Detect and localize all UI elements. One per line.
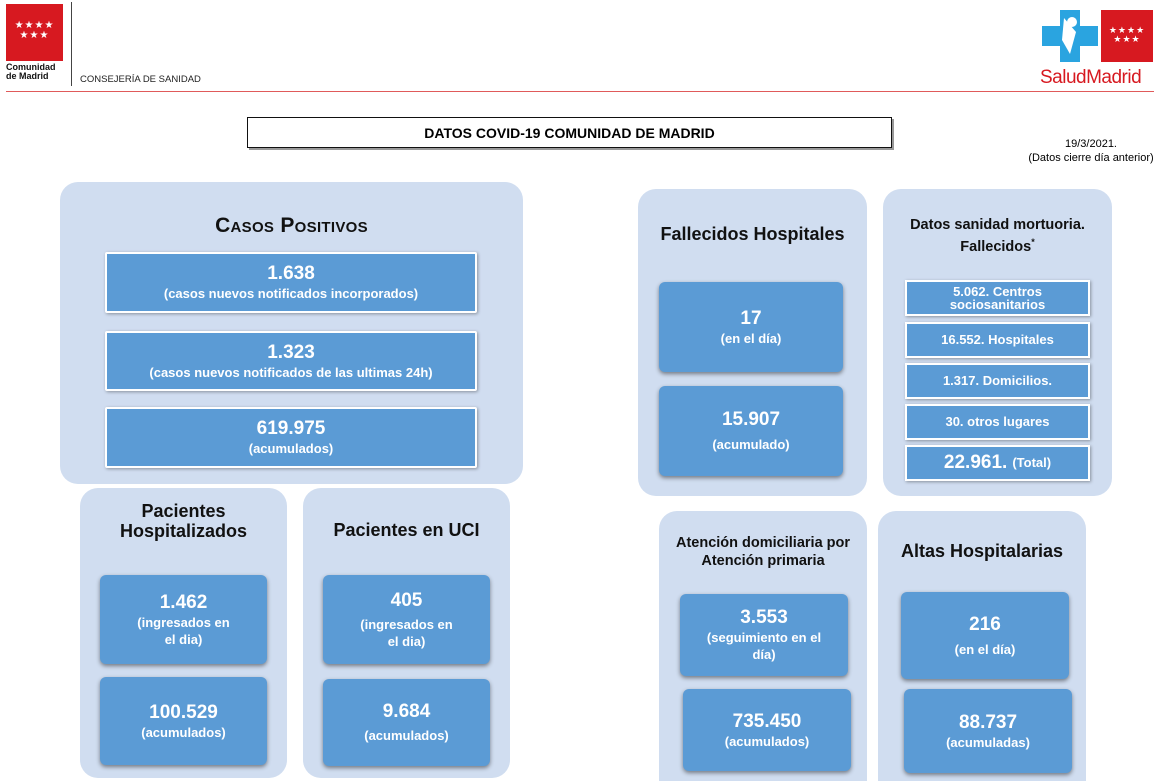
logo-text-line1: Comunidad xyxy=(6,62,56,72)
mortuoria-title-line2: Fallecidos* xyxy=(883,234,1112,256)
atencion-title-line2: Atención primaria xyxy=(701,553,825,569)
hospitalizados-acumulados-card: 100.529 (acumulados) xyxy=(100,677,267,765)
fallecidos-hospitales-title: Fallecidos Hospitales xyxy=(660,224,845,244)
total-item: 22.961. (Total) xyxy=(905,445,1090,481)
altas-dia-value: 216 xyxy=(969,613,1001,635)
salud-madrid-wordmark: SaludMadrid xyxy=(1040,67,1142,88)
uci-dia-label-line2: el dia) xyxy=(387,633,426,649)
mortuoria-title-fallecidos: Fallecidos xyxy=(960,238,1032,255)
altas-hospitalarias-panel: Altas Hospitalarias 216 (en el día) 88.7… xyxy=(878,511,1086,781)
total-value: 22.961. xyxy=(943,452,1008,473)
fallecidos-dia-value: 17 xyxy=(740,307,762,329)
hospitalizados-acumulados-value: 100.529 xyxy=(149,701,218,723)
fallecidos-dia-card: 17 (en el día) xyxy=(659,282,843,372)
seguimiento-value: 3.553 xyxy=(740,607,788,628)
altas-dia-card: 216 (en el día) xyxy=(901,592,1069,679)
uci-dia-card: 405 (ingresados en el dia) xyxy=(323,575,490,664)
casos-acumulados-label: (acumulados) xyxy=(248,441,334,456)
hospitales-item: 16.552. Hospitales xyxy=(905,322,1090,358)
casos-24h-value: 1.323 xyxy=(267,341,315,363)
seguimiento-label-line2: día) xyxy=(752,647,776,662)
uci-dia-value: 405 xyxy=(390,589,423,611)
altas-hospitalarias-title: Altas Hospitalarias xyxy=(900,541,1064,561)
fallecidos-acumulado-label: (acumulado) xyxy=(712,437,790,452)
hospitalizados-title-line2: Hospitalizados xyxy=(119,521,248,541)
casos-positivos-title: Casos Positivos xyxy=(215,214,368,237)
uci-acumulados-value: 9.684 xyxy=(382,701,431,722)
sanidad-mortuoria-panel: Datos sanidad mortuoria. Fallecidos* 5.0… xyxy=(883,189,1112,496)
header-divider xyxy=(71,2,72,86)
centros-sociosanitarios-item: 5.062. Centros sociosanitarios xyxy=(905,280,1090,316)
altas-acumuladas-label: (acumuladas) xyxy=(946,734,1030,750)
atencion-domiciliaria-title: Atención domiciliaria por Atención prima… xyxy=(659,534,867,570)
uci-acumulados-card: 9.684 (acumulados) xyxy=(323,679,490,766)
hospitalizados-dia-label-line2: el dia) xyxy=(164,631,203,647)
report-date: 19/3/2021. (Datos cierre día anterior) xyxy=(1020,137,1162,165)
fallecidos-dia-label: (en el día) xyxy=(720,330,782,346)
uci-panel: Pacientes en UCI 405 (ingresados en el d… xyxy=(303,488,510,778)
salud-madrid-flag-icon: ★★★★ ★★★ xyxy=(1101,10,1153,62)
atencion-acumulados-label: (acumulados) xyxy=(724,733,810,749)
altas-acumuladas-card: 88.737 (acumuladas) xyxy=(904,689,1072,773)
hospitalizados-dia-label-line1: (ingresados en xyxy=(137,614,230,630)
hospitalizados-title-line1: Pacientes xyxy=(141,501,226,521)
stars-icon: ★★★★ ★★★ xyxy=(1108,25,1146,44)
logo-text-line2: de Madrid xyxy=(6,71,49,81)
uci-title: Pacientes en UCI xyxy=(333,520,480,540)
otros-lugares-item: 30. otros lugares xyxy=(905,404,1090,440)
uci-acumulados-label: (acumulados) xyxy=(364,728,449,743)
domicilios-item: 1.317. Domicilios. xyxy=(905,363,1090,399)
hospitalizados-title: Pacientes Hospitalizados xyxy=(80,501,287,541)
total-label: (Total) xyxy=(1012,455,1052,470)
salud-madrid-cross-icon xyxy=(1042,10,1098,62)
fallecidos-hospitales-panel: Fallecidos Hospitales 17 (en el día) 15.… xyxy=(638,189,867,496)
hospitalizados-dia-value: 1.462 xyxy=(159,591,208,613)
seguimiento-card: 3.553 (seguimiento en el día) xyxy=(680,594,848,676)
department-name: CONSEJERÍA DE SANIDAD xyxy=(80,74,201,85)
header-rule xyxy=(6,91,1154,92)
casos-acumulados-value: 619.975 xyxy=(256,418,326,439)
casos-positivos-panel: Casos Positivos 1.638 (casos nuevos noti… xyxy=(60,182,523,484)
casos-nuevos-label: (casos nuevos notificados incorporados) xyxy=(163,286,419,301)
uci-dia-label-line1: (ingresados en xyxy=(360,616,453,632)
casos-24h-card: 1.323 (casos nuevos notificados de las u… xyxy=(105,331,477,391)
fallecidos-acumulado-value: 15.907 xyxy=(721,409,781,430)
report-title: DATOS COVID-19 COMUNIDAD DE MADRID xyxy=(247,117,892,148)
mortuoria-asterisk: * xyxy=(1031,237,1035,247)
fallecidos-acumulado-card: 15.907 (acumulado) xyxy=(659,386,843,476)
casos-acumulados-card: 619.975 (acumulados) xyxy=(105,407,477,468)
stars-icon: ★★★★ ★★★ xyxy=(14,20,55,41)
centros-line2: sociosanitarios xyxy=(949,297,1046,312)
atencion-domiciliaria-panel: Atención domiciliaria por Atención prima… xyxy=(659,511,867,781)
atencion-acumulados-value: 735.450 xyxy=(732,710,802,732)
hospitalizados-acumulados-label: (acumulados) xyxy=(141,724,226,740)
sanidad-mortuoria-title: Datos sanidad mortuoria. Fallecidos* xyxy=(883,217,1112,256)
comunidad-madrid-logo-text: Comunidad de Madrid xyxy=(6,63,56,81)
seguimiento-label-line1: (seguimiento en el xyxy=(706,630,822,645)
date-value: 19/3/2021. xyxy=(1065,138,1117,150)
hospitalizados-panel: Pacientes Hospitalizados 1.462 (ingresad… xyxy=(80,488,287,778)
atencion-title-line1: Atención domiciliaria por xyxy=(675,535,851,551)
mortuoria-title-line1: Datos sanidad mortuoria. xyxy=(910,217,1085,233)
casos-nuevos-notificados-card: 1.638 (casos nuevos notificados incorpor… xyxy=(105,252,477,313)
comunidad-madrid-flag-logo: ★★★★ ★★★ xyxy=(6,4,63,61)
centros-line1: 5.062. Centros xyxy=(953,284,1042,299)
casos-24h-label: (casos nuevos notificados de las ultimas… xyxy=(149,364,433,380)
date-note: (Datos cierre día anterior) xyxy=(1028,152,1154,164)
altas-acumuladas-value: 88.737 xyxy=(958,711,1018,733)
atencion-acumulados-card: 735.450 (acumulados) xyxy=(683,689,851,771)
casos-nuevos-value: 1.638 xyxy=(267,263,315,284)
altas-dia-label: (en el día) xyxy=(954,641,1016,657)
hospitalizados-dia-card: 1.462 (ingresados en el dia) xyxy=(100,575,267,664)
